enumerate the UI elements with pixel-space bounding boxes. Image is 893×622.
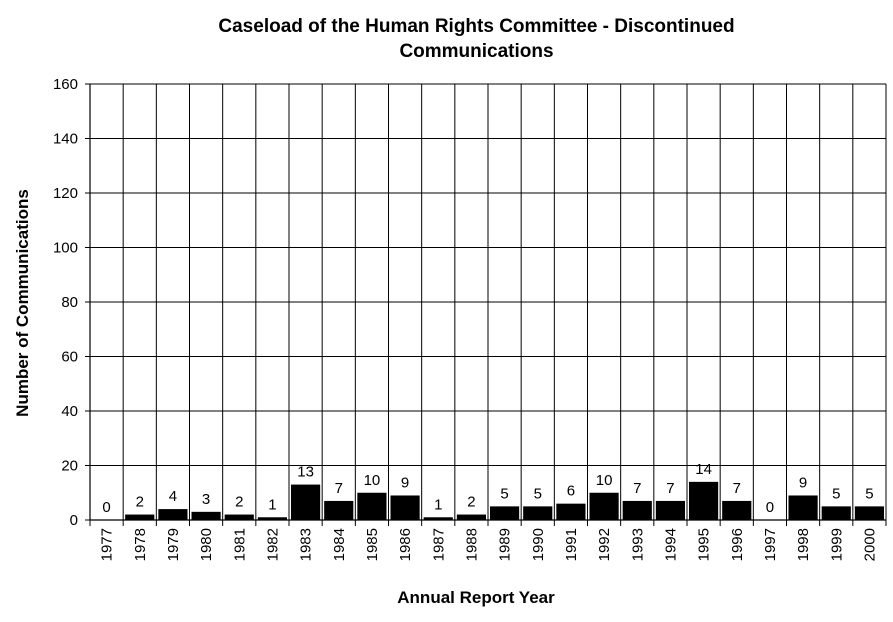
data-label-1992: 10 xyxy=(596,472,613,489)
gridlines xyxy=(90,83,887,520)
x-tick-label-1991: 1991 xyxy=(563,528,580,561)
x-tick-label-1980: 1980 xyxy=(198,528,215,561)
bar-1987 xyxy=(423,517,453,520)
bar-1999 xyxy=(821,506,851,520)
data-label-1991: 6 xyxy=(567,483,575,500)
x-tick-label-1986: 1986 xyxy=(397,528,414,561)
bar-1998 xyxy=(788,495,818,520)
bar-1989 xyxy=(490,506,520,520)
x-tick-label-1987: 1987 xyxy=(430,528,447,561)
y-tick-label: 80 xyxy=(61,294,78,311)
y-tick-label: 120 xyxy=(53,185,78,202)
axes xyxy=(85,83,887,526)
bar-1981 xyxy=(224,514,254,520)
data-label-1984: 7 xyxy=(335,480,343,497)
chart-title-line-1: Caseload of the Human Rights Committee -… xyxy=(218,16,735,37)
data-label-1993: 7 xyxy=(633,480,641,497)
x-axis-title: Annual Report Year xyxy=(397,588,555,607)
x-tick-label-1995: 1995 xyxy=(696,528,713,561)
data-label-1988: 2 xyxy=(467,494,475,511)
data-label-1989: 5 xyxy=(500,485,508,502)
bar-1986 xyxy=(390,495,420,520)
bar-1991 xyxy=(556,503,586,520)
y-tick-label: 0 xyxy=(70,512,78,529)
data-label-1998: 9 xyxy=(799,474,807,491)
x-tick-label-1997: 1997 xyxy=(762,528,779,561)
y-tick-label: 20 xyxy=(61,458,78,475)
x-tick-label-1988: 1988 xyxy=(463,528,480,561)
data-label-1987: 1 xyxy=(434,496,442,513)
x-tick-label-1990: 1990 xyxy=(530,528,547,561)
bar-1996 xyxy=(722,500,752,520)
bar-1992 xyxy=(589,492,619,520)
bar-1984 xyxy=(324,500,354,520)
bar-1979 xyxy=(158,509,188,520)
data-label-1979: 4 xyxy=(169,488,177,505)
data-label-1982: 1 xyxy=(268,496,276,513)
bar-1990 xyxy=(523,506,553,520)
x-tick-label-1984: 1984 xyxy=(331,528,348,561)
data-label-1978: 2 xyxy=(136,494,144,511)
x-tick-label-1993: 1993 xyxy=(629,528,646,561)
bar-1985 xyxy=(357,492,387,520)
data-label-1999: 5 xyxy=(832,485,840,502)
data-label-1985: 10 xyxy=(364,472,381,489)
data-label-2000: 5 xyxy=(865,485,873,502)
y-tick-label: 40 xyxy=(61,403,78,420)
bar-1980 xyxy=(191,511,221,520)
y-tick-label: 100 xyxy=(53,240,78,257)
data-label-1990: 5 xyxy=(534,485,542,502)
x-tick-label-1977: 1977 xyxy=(99,528,116,561)
x-tick-label-1982: 1982 xyxy=(264,528,281,561)
data-labels: 0 2 4 3 2 1 13 7 10 9 1 2 5 5 6 10 7 7 14 7 0 9 5 5 xyxy=(102,461,873,516)
data-label-1986: 9 xyxy=(401,474,409,491)
data-label-1983: 13 xyxy=(297,464,314,481)
bar-1983 xyxy=(291,484,321,520)
data-label-1996: 7 xyxy=(733,480,741,497)
data-label-1981: 2 xyxy=(235,494,243,511)
y-tick-label: 160 xyxy=(53,76,78,93)
data-label-1997: 0 xyxy=(766,499,774,516)
y-tick-label: 60 xyxy=(61,349,78,366)
x-tick-label-1978: 1978 xyxy=(132,528,149,561)
data-label-1980: 3 xyxy=(202,491,210,508)
bar-2000 xyxy=(854,506,884,520)
data-label-1994: 7 xyxy=(666,480,674,497)
bar-1995 xyxy=(689,481,719,520)
bars xyxy=(125,481,884,520)
x-tick-label-1989: 1989 xyxy=(497,528,514,561)
x-tick-label-1996: 1996 xyxy=(729,528,746,561)
y-tick-labels: 0 20 40 60 80 100 120 140 160 xyxy=(53,76,78,529)
x-tick-label-1985: 1985 xyxy=(364,528,381,561)
x-tick-label-2000: 2000 xyxy=(861,528,878,561)
x-tick-labels: 1977 1978 1979 1980 1981 1982 1983 1984 1985 1986… xyxy=(99,528,879,561)
bar-1988 xyxy=(456,514,486,520)
chart-title-line-2: Communications xyxy=(399,41,554,62)
x-tick-label-1992: 1992 xyxy=(596,528,613,561)
x-tick-label-1999: 1999 xyxy=(828,528,845,561)
y-tick-label: 140 xyxy=(53,131,78,148)
x-tick-label-1994: 1994 xyxy=(662,528,679,561)
bar-1993 xyxy=(622,500,652,520)
y-axis-title: Number of Communications xyxy=(13,189,32,417)
x-tick-label-1981: 1981 xyxy=(231,528,248,561)
x-tick-label-1979: 1979 xyxy=(165,528,182,561)
x-tick-label-1998: 1998 xyxy=(795,528,812,561)
data-label-1995: 14 xyxy=(695,461,712,478)
bar-1982 xyxy=(257,517,287,520)
bar-1978 xyxy=(125,514,155,520)
chart-title: Caseload of the Human Rights Committee -… xyxy=(40,14,893,64)
data-label-1977: 0 xyxy=(102,499,110,516)
bar-1994 xyxy=(655,500,685,520)
x-tick-label-1983: 1983 xyxy=(298,528,315,561)
